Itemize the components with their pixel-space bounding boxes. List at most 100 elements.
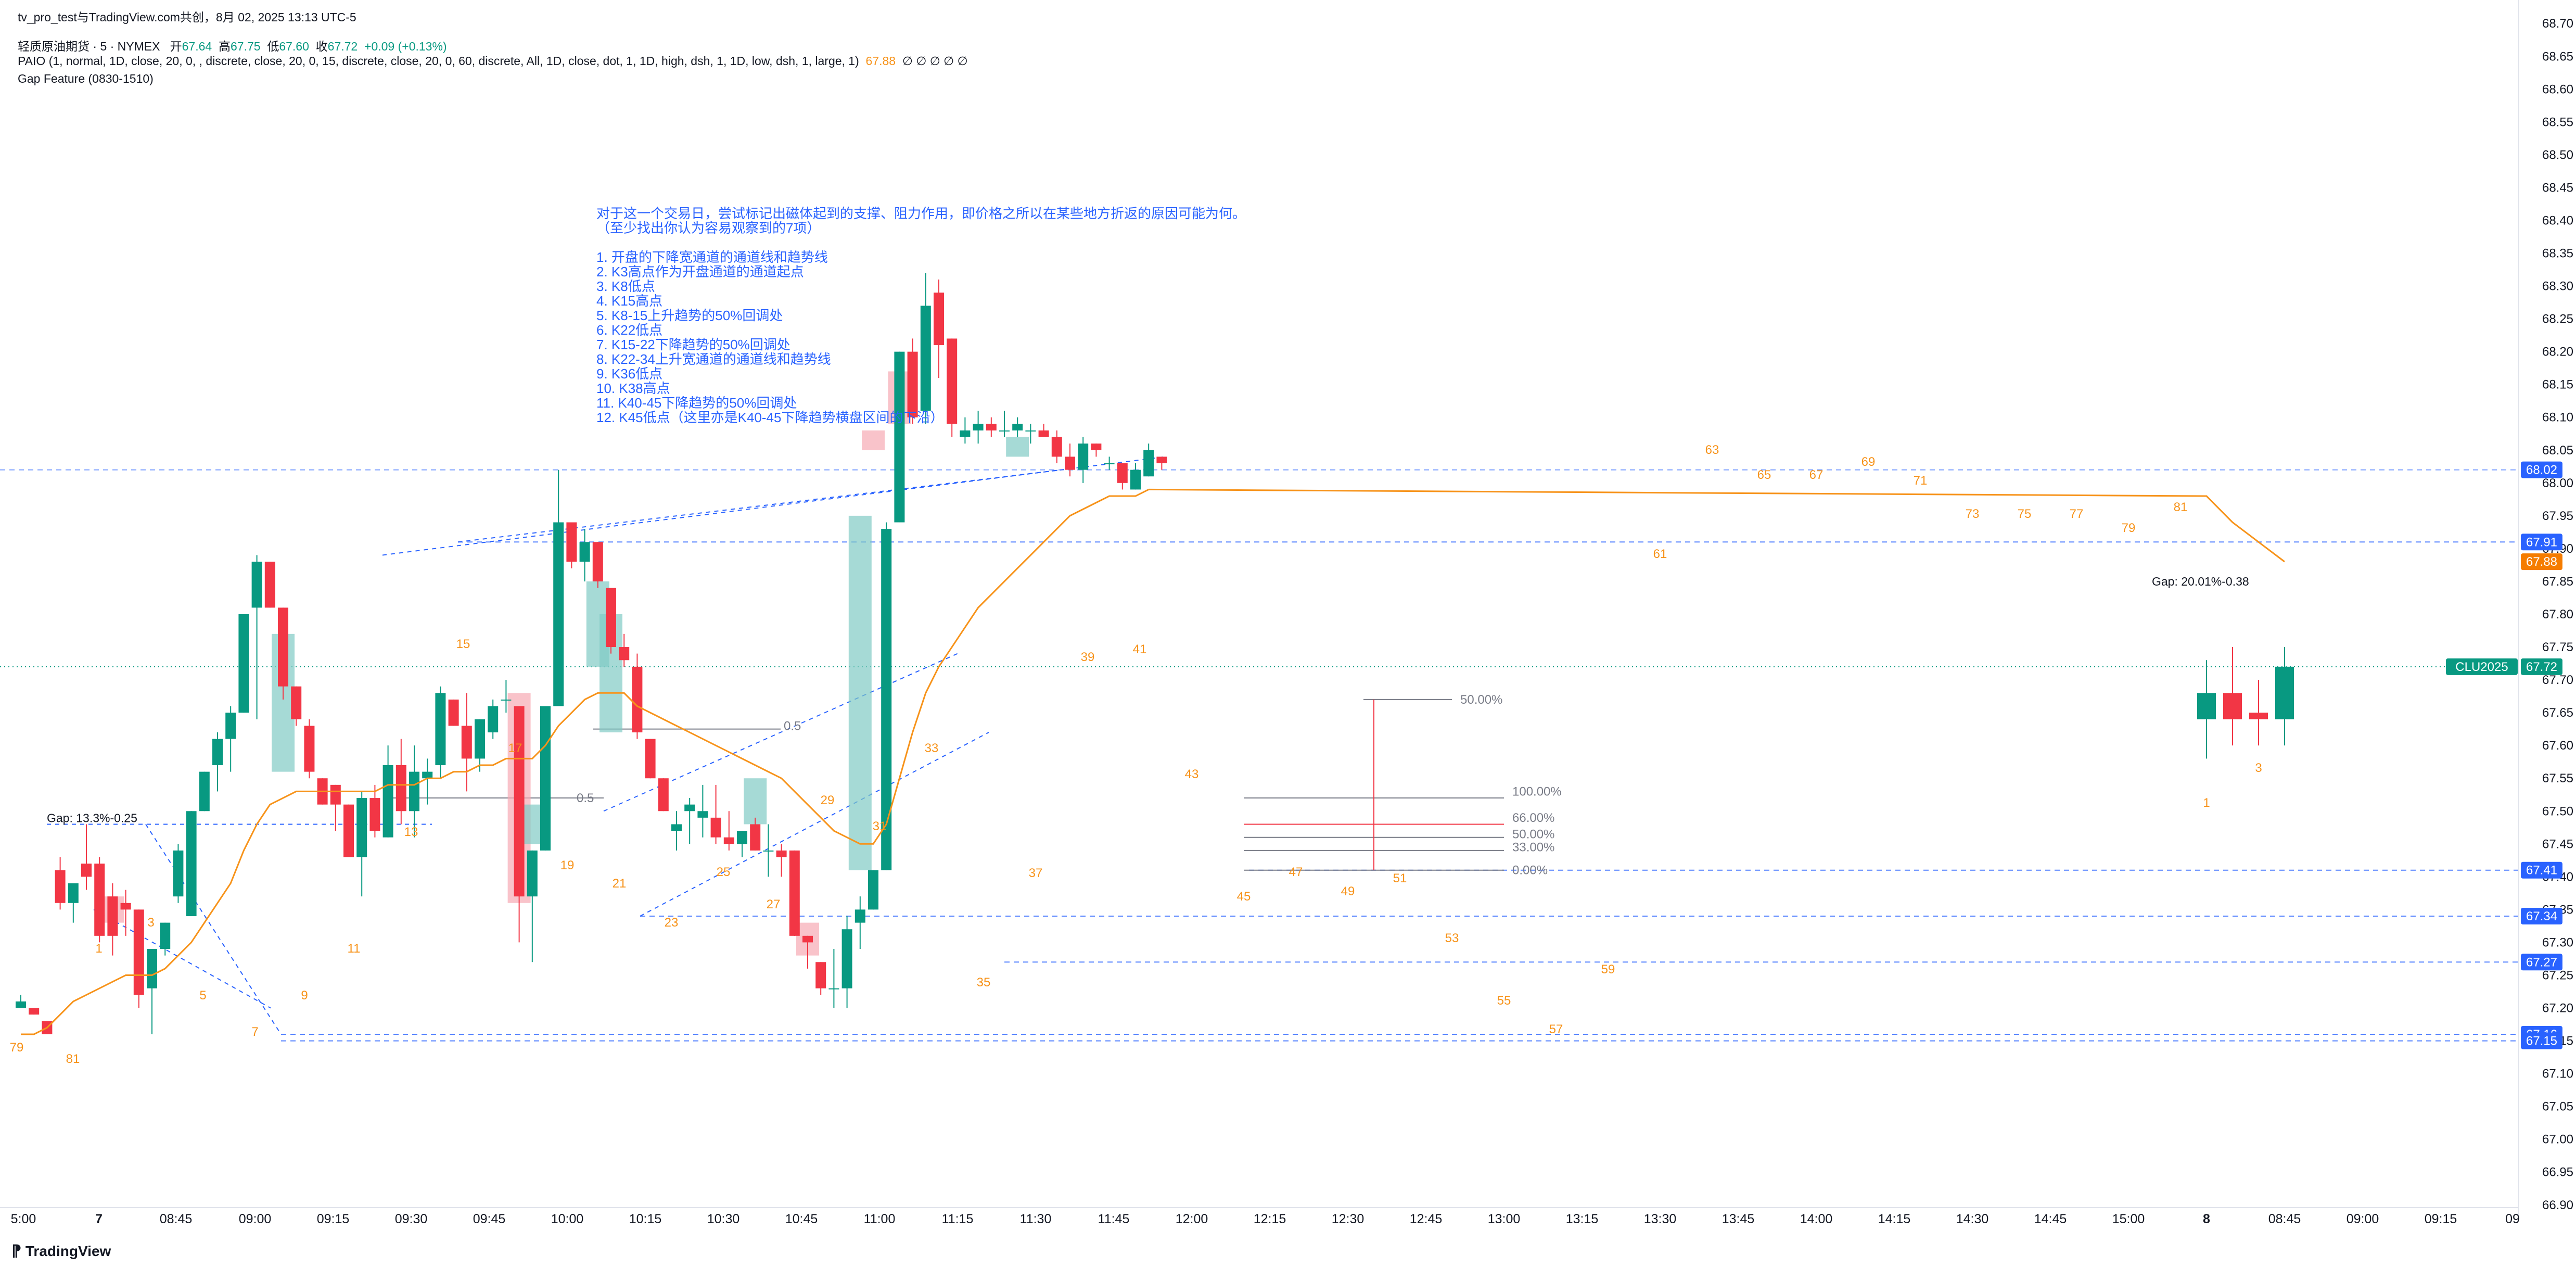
bar-number: 43	[1185, 767, 1199, 781]
candle-body	[514, 706, 525, 897]
price-axis[interactable]: 68.70 68.65 68.60 68.55 68.50 68.45 68.40 68.35…	[2446, 0, 2573, 1218]
time-axis[interactable]: 5:00 7 08:45 09:00 09:15 09:30 09:45 10:00 10:15…	[0, 1207, 2520, 1226]
signal-bar	[1006, 437, 1029, 457]
time-tick-label: 13:15	[1566, 1212, 1599, 1226]
candle-body	[1143, 450, 1154, 477]
candle-body	[527, 850, 538, 897]
note-line: 2. K3高点作为开盘通道的通道起点	[596, 264, 804, 280]
time-tick-label: 14:15	[1878, 1212, 1911, 1226]
price-tick-label: 68.55	[2542, 115, 2573, 129]
price-badge-label: 67.34	[2526, 909, 2557, 923]
candle-body	[94, 864, 105, 936]
time-tick-label: 10:15	[629, 1212, 662, 1226]
candle-body	[619, 647, 630, 661]
candle-body	[697, 811, 708, 818]
price-tick-label: 67.05	[2542, 1100, 2573, 1114]
fib-label: 0.5	[784, 719, 801, 733]
candle-body	[199, 771, 210, 811]
candle-body	[55, 870, 66, 903]
candle-body	[120, 903, 131, 910]
bar-number: 23	[665, 916, 679, 930]
candle-body	[920, 306, 931, 411]
candle-body	[868, 870, 878, 910]
candle-body	[133, 909, 144, 995]
signal-bar	[848, 515, 872, 870]
price-badge	[2521, 1032, 2562, 1049]
candle-body	[2223, 693, 2242, 719]
bar-number: 77	[2070, 507, 2084, 521]
time-tick-label: 11:30	[1020, 1212, 1052, 1226]
bar-number: 25	[717, 865, 731, 879]
price-badge-label: 68.02	[2526, 463, 2557, 477]
candle-body	[894, 351, 905, 523]
candle-body	[225, 713, 236, 739]
candle-body	[658, 778, 669, 811]
gap-feature-indicator[interactable]: Gap Feature (0830-1510)	[18, 72, 154, 85]
symbol-name: 轻质原油期货 · 5 · NYMEX	[18, 40, 160, 53]
candle-body	[409, 771, 419, 811]
open-label: 开	[170, 40, 182, 53]
price-tick-label: 68.20	[2542, 345, 2573, 359]
candle-body	[1104, 463, 1115, 464]
open-value: 67.64	[182, 40, 212, 53]
price-tick-label: 67.95	[2542, 509, 2573, 523]
bar-number: 21	[613, 877, 627, 891]
fib-label: 100.00%	[1512, 784, 1562, 798]
candle-body	[763, 850, 774, 852]
price-badge	[2521, 908, 2562, 924]
price-tick-label: 67.60	[2542, 739, 2573, 753]
candle-body	[553, 522, 564, 706]
candle-body	[645, 739, 656, 779]
time-tick-label: 12:30	[1332, 1212, 1364, 1226]
fib-label: 33.00%	[1512, 841, 1554, 855]
trend-line	[640, 732, 989, 917]
price-tick-label: 68.05	[2542, 443, 2573, 458]
indicator-line[interactable]: PAIO (1, normal, 1D, close, 20, 0, , dis…	[18, 54, 968, 68]
ema-line	[21, 489, 1149, 1035]
time-tick-label: 08:45	[2268, 1212, 2301, 1226]
indicator-value: 67.88	[865, 54, 896, 68]
price-tick-label: 67.00	[2542, 1133, 2573, 1147]
candle-body	[841, 929, 852, 988]
signal-bar	[520, 804, 544, 844]
bar-number: 37	[1029, 866, 1043, 880]
candle-body	[186, 811, 197, 916]
time-tick-label: 10:00	[551, 1212, 584, 1226]
candle-body	[999, 430, 1010, 432]
price-badge	[2521, 658, 2562, 675]
bar-number: 79	[10, 1041, 24, 1055]
candle-body	[107, 896, 118, 936]
candle-body	[947, 338, 958, 424]
price-tick-label: 67.75	[2542, 640, 2573, 654]
bar-number: 3	[147, 916, 154, 930]
symbol-tag-label: CLU2025	[2455, 660, 2508, 674]
time-tick-label: 09:15	[2425, 1212, 2457, 1226]
candle-body	[81, 864, 92, 877]
time-tick-label: 09:45	[473, 1212, 506, 1226]
candle-body	[579, 542, 590, 562]
candle-body	[1078, 443, 1089, 470]
fib-label: 0.5	[577, 791, 594, 805]
signal-bar	[862, 430, 885, 450]
note-line: 4. K15高点	[596, 293, 663, 309]
indicator-suffix: ∅ ∅ ∅ ∅ ∅	[902, 54, 968, 68]
bar-number: 45	[1237, 890, 1251, 904]
time-tick-label: 11:00	[864, 1212, 896, 1226]
gap-label: Gap: 13.3%-0.25	[47, 811, 137, 825]
fib-label: 66.00%	[1512, 811, 1554, 825]
candle-body	[2197, 693, 2216, 719]
time-tick-label: 10:45	[785, 1212, 818, 1226]
price-tick-label: 68.30	[2542, 280, 2573, 294]
candle-body	[934, 293, 944, 346]
candle-body	[710, 817, 721, 838]
note-line	[596, 235, 1246, 250]
candle-body	[632, 666, 643, 732]
candle-body	[278, 607, 288, 687]
bar-number: 81	[66, 1052, 80, 1066]
tradingview-logo[interactable]: ⁋ TradingView	[11, 1242, 111, 1260]
bar-number: 1	[2203, 796, 2210, 810]
chart-title: tv_pro_test与TradingView.com共创，8月 02, 202…	[18, 10, 356, 24]
bar-number: 29	[821, 793, 835, 807]
